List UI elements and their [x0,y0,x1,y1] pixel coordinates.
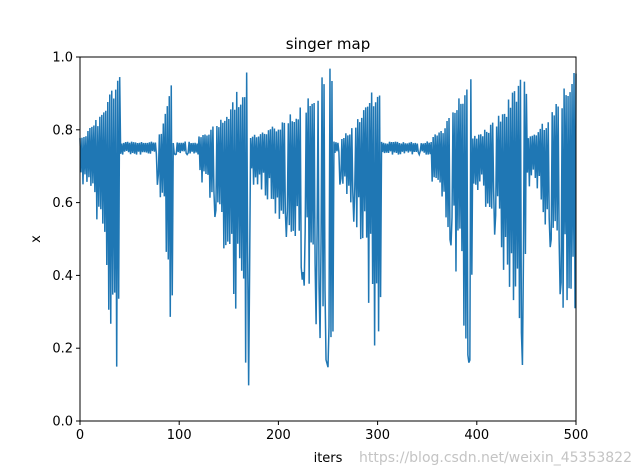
y-axis-label: x [29,235,44,243]
x-tick-label: 100 [167,428,192,443]
y-tick-label: 0.8 [52,123,73,138]
chart-title: singer map [286,35,371,53]
x-tick-label: 500 [564,428,589,443]
x-tick-label: 200 [266,428,291,443]
x-tick-label: 300 [365,428,390,443]
y-axis: 0.0 0.2 0.4 0.6 0.8 1.0 [52,51,80,430]
y-tick-label: 0.0 [52,415,73,430]
y-tick-label: 0.6 [52,196,73,211]
watermark: https://blog.csdn.net/weixin_45353822 [359,450,632,466]
y-tick-label: 0.4 [52,269,73,284]
series-line [79,68,577,386]
plot-area [79,68,577,386]
x-axis: 0 100 200 300 400 500 [76,421,589,443]
x-tick-label: 0 [76,428,84,443]
y-tick-label: 1.0 [52,51,73,66]
x-axis-label: iters [314,451,343,466]
axes-frame [79,56,577,422]
y-tick-label: 0.2 [52,342,73,357]
x-tick-label: 400 [464,428,489,443]
